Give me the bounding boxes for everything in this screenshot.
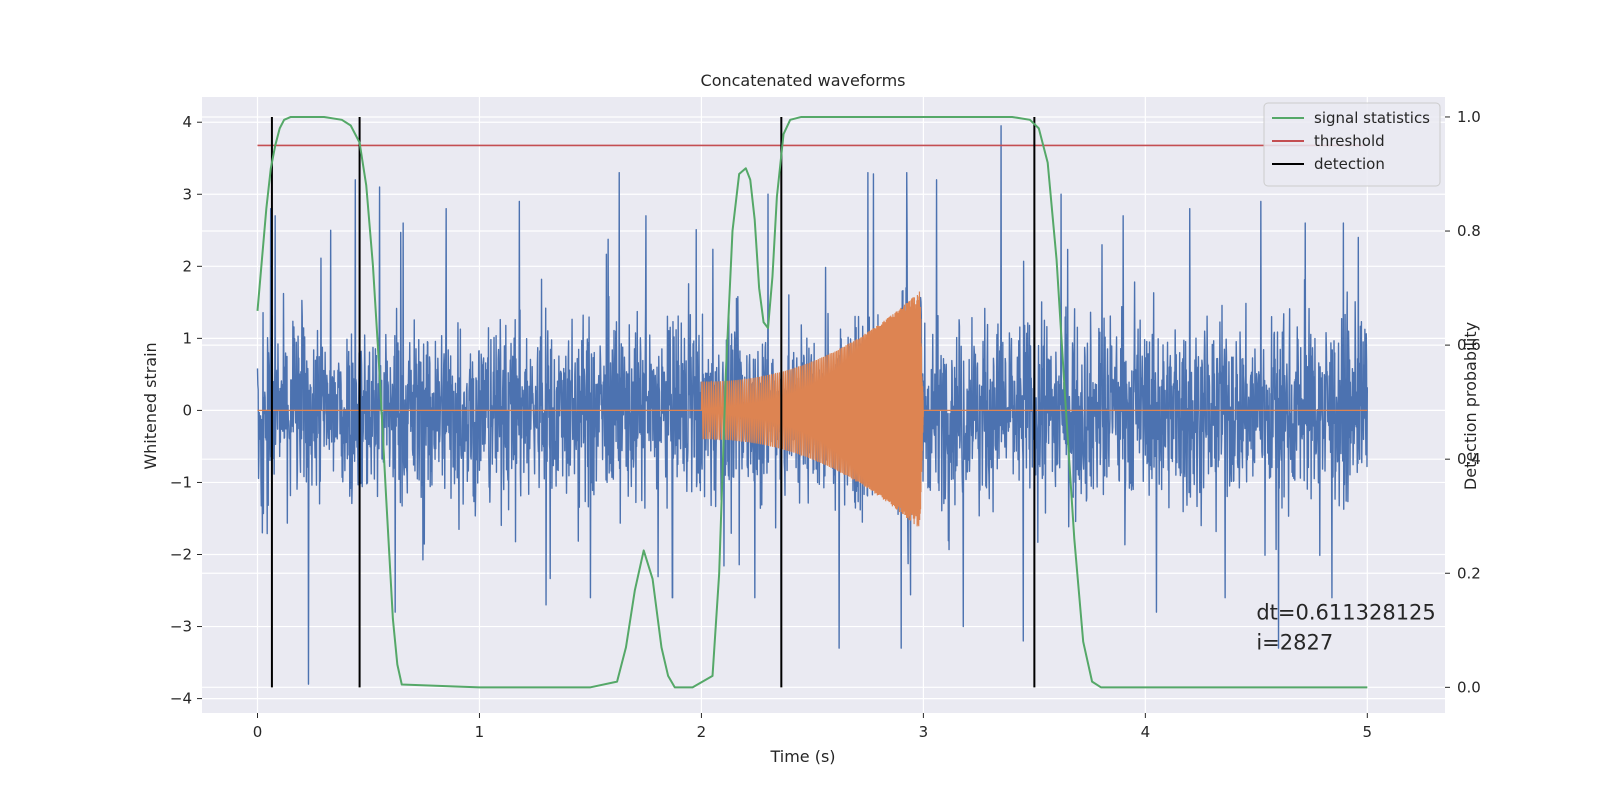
signal-statistics-line [256,115,1368,689]
y-tick-label: 2 [182,257,192,275]
legend-label: detection [1314,155,1385,173]
x-tick-label: 0 [253,723,263,741]
legend: signal statistics threshold detection [1263,102,1441,187]
axes: 0 1 2 3 4 5 −4 −3 −2 −1 0 1 2 3 4 0.0 0.2 0.4 0.6 0.8 1.0 [170,108,1481,741]
y-tick-label: −4 [170,690,192,708]
y-right-tick-label: 0.4 [1457,450,1481,468]
y-right-tick-label: 0.0 [1457,678,1481,696]
y-axis-label: Whitened strain [141,342,160,469]
y-tick-label: 3 [182,185,192,203]
template-line [257,291,1368,527]
x-tick-label: 4 [1141,723,1151,741]
x-tick-label: 2 [697,723,707,741]
y-tick-label: 4 [182,113,192,131]
y-axis-label-right: Detection probability [1461,322,1480,490]
y-right-tick-label: 0.8 [1457,222,1481,240]
annotation-line-1: dt=0.611328125 [1256,600,1435,624]
x-tick-label: 1 [475,723,485,741]
x-tick-label: 3 [919,723,929,741]
y-right-tick-label: 0.2 [1457,564,1481,582]
data-layer [256,115,1369,689]
legend-label: threshold [1314,132,1385,150]
y-tick-label: 0 [182,401,192,419]
y-tick-label: −3 [170,618,192,636]
x-axis-label: Time (s) [769,747,835,766]
y-right-tick-label: 1.0 [1457,108,1481,126]
y-tick-label: −1 [170,473,192,491]
annotation: dt=0.611328125 i=2827 [1256,600,1435,654]
annotation-line-2: i=2827 [1256,630,1333,654]
legend-label: signal statistics [1314,109,1430,127]
y-right-tick-label: 0.6 [1457,336,1481,354]
legend-box [1263,102,1441,187]
x-tick-label: 5 [1363,723,1373,741]
chart-title: Concatenated waveforms [701,71,906,90]
y-tick-label: 1 [182,329,192,347]
y-tick-label: −2 [170,545,192,563]
